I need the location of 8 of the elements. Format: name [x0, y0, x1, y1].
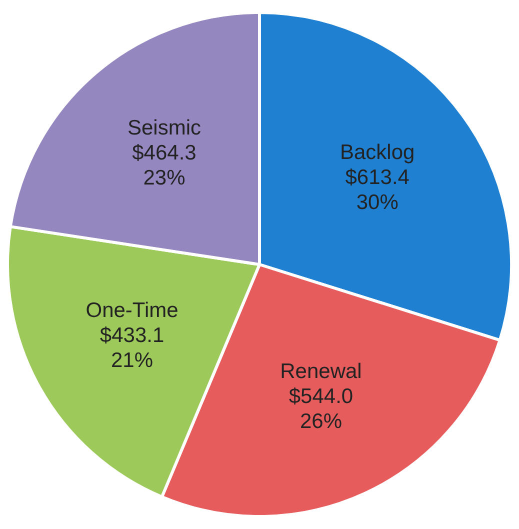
data-label: $613.4 30% — [345, 166, 410, 214]
slice-label: Backlog — [340, 140, 415, 164]
data-label: $464.3 23% — [132, 141, 196, 190]
slice-label: One-Time — [86, 298, 178, 322]
data-label: $433.1 21% — [100, 324, 164, 372]
slice-label: Renewal — [280, 360, 362, 383]
slice-label: Seismic — [127, 116, 201, 140]
data-label: $544.0 26% — [288, 384, 354, 433]
